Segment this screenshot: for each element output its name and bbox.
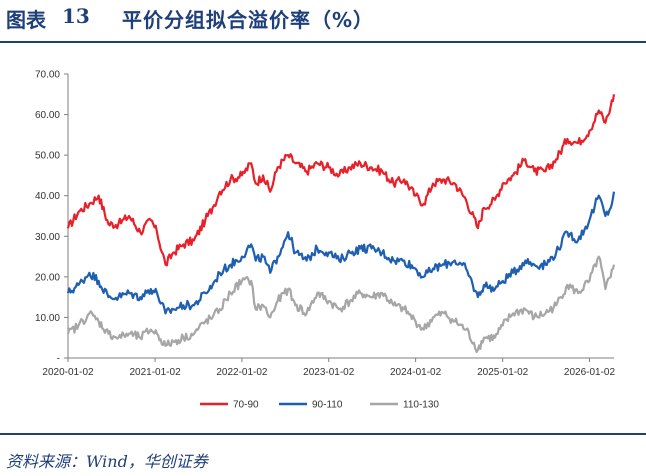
footer-rule bbox=[0, 433, 646, 435]
x-tick-label: 2025-01-02 bbox=[477, 367, 529, 378]
series-line-110-130 bbox=[66, 255, 616, 354]
header-rule bbox=[0, 41, 646, 43]
x-tick-label: 2020-01-02 bbox=[42, 367, 94, 378]
x-tick-label: 2021-01-02 bbox=[129, 367, 181, 378]
legend-label: 90-110 bbox=[312, 400, 343, 411]
x-tick-label: 2024-01-02 bbox=[390, 367, 442, 378]
y-tick-label: 30.00 bbox=[35, 232, 60, 243]
source-note: 资料来源：Wind，华创证券 bbox=[6, 452, 208, 471]
y-tick-label: 50.00 bbox=[35, 151, 60, 162]
figure-number: 13 bbox=[62, 4, 90, 28]
x-tick-label: 2023-01-02 bbox=[303, 367, 355, 378]
x-tick-label: 2022-01-02 bbox=[216, 367, 268, 378]
y-tick-label: 70.00 bbox=[35, 70, 60, 81]
y-tick-label: - bbox=[57, 354, 60, 365]
series-line-70-90 bbox=[66, 94, 616, 267]
figure-label: 图表 bbox=[6, 8, 46, 32]
y-tick-label: 40.00 bbox=[35, 191, 60, 202]
y-tick-label: 60.00 bbox=[35, 110, 60, 121]
chart-legend: 70-90 90-110 110-130 bbox=[200, 400, 439, 411]
chart-axes: - 10.00 20.00 30.00 40.00 50.00 60.00 70.00 2020… bbox=[35, 70, 616, 379]
series-line-90-110 bbox=[66, 191, 616, 315]
y-tick-label: 20.00 bbox=[35, 272, 60, 283]
y-tick-label: 10.00 bbox=[35, 313, 60, 324]
figure-header: 图表 13 平价分组拟合溢价率（%） bbox=[0, 0, 646, 42]
x-tick-label: 2026-01-02 bbox=[564, 367, 616, 378]
chart-series bbox=[66, 94, 616, 354]
legend-label: 110-130 bbox=[403, 400, 439, 411]
legend-label: 70-90 bbox=[233, 400, 259, 411]
figure-title: 平价分组拟合溢价率（%） bbox=[122, 8, 375, 32]
